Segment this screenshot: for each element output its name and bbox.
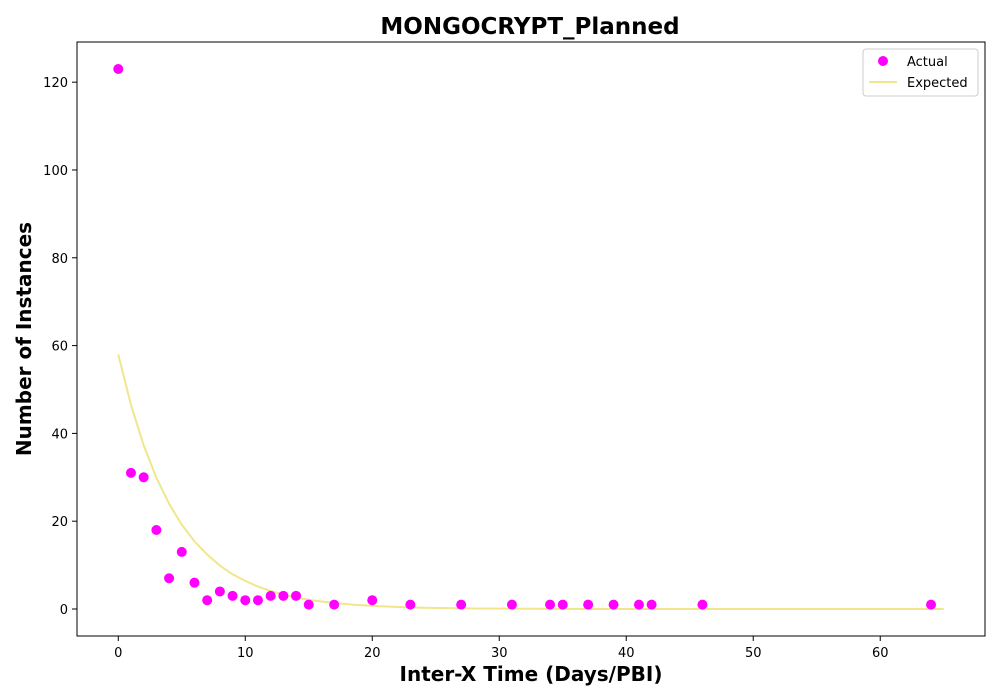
axes-frame — [76, 41, 986, 637]
series-line-expected — [117, 354, 944, 610]
data-point — [329, 599, 340, 610]
legend-label-expected: Expected — [907, 76, 968, 91]
y-tick-label: 0 — [60, 603, 68, 618]
data-point — [252, 595, 263, 606]
data-point — [227, 590, 238, 601]
data-point — [545, 599, 556, 610]
y-tick-label: 80 — [51, 252, 68, 267]
data-point — [926, 599, 937, 610]
data-point — [214, 586, 225, 597]
data-point — [405, 599, 416, 610]
data-point — [303, 599, 314, 610]
data-point — [291, 590, 302, 601]
data-point — [138, 472, 149, 483]
data-point — [151, 524, 162, 535]
data-point — [557, 599, 568, 610]
data-point — [125, 467, 136, 478]
x-tick-label: 60 — [872, 646, 889, 661]
data-point — [240, 595, 251, 606]
data-point — [367, 595, 378, 606]
data-point — [608, 599, 619, 610]
y-tick-label: 100 — [43, 164, 68, 179]
data-point — [164, 573, 175, 584]
legend-box — [862, 48, 979, 97]
data-point — [646, 599, 657, 610]
data-point — [633, 599, 644, 610]
x-tick-label: 40 — [618, 646, 635, 661]
data-point — [456, 599, 467, 610]
y-axis-title: Number of Instances — [12, 222, 36, 456]
data-point — [278, 590, 289, 601]
data-point — [176, 546, 187, 557]
legend-marker-actual — [878, 56, 888, 66]
chart-title: MONGOCRYPT_Planned — [380, 14, 679, 40]
data-point — [265, 590, 276, 601]
plot-area — [113, 64, 944, 610]
data-point — [202, 595, 213, 606]
axis-ticks: 0 10 20 30 40 50 60 0 20 40 60 80 100 120 — [43, 76, 888, 661]
legend: Actual Expected — [862, 48, 979, 97]
data-point — [506, 599, 517, 610]
y-tick-label: 60 — [51, 340, 68, 355]
legend-label-actual: Actual — [907, 55, 948, 70]
x-tick-label: 50 — [745, 646, 762, 661]
y-tick-label: 40 — [51, 427, 68, 442]
y-tick-label: 120 — [43, 76, 68, 91]
data-point — [189, 577, 200, 588]
x-tick-label: 20 — [364, 646, 381, 661]
x-tick-label: 30 — [491, 646, 508, 661]
data-point — [697, 599, 708, 610]
y-tick-label: 20 — [51, 515, 68, 530]
data-point — [583, 599, 594, 610]
x-tick-label: 0 — [114, 646, 122, 661]
data-point — [113, 64, 124, 74]
x-tick-label: 10 — [237, 646, 254, 661]
x-axis-title: Inter-X Time (Days/PBI) — [400, 662, 663, 686]
